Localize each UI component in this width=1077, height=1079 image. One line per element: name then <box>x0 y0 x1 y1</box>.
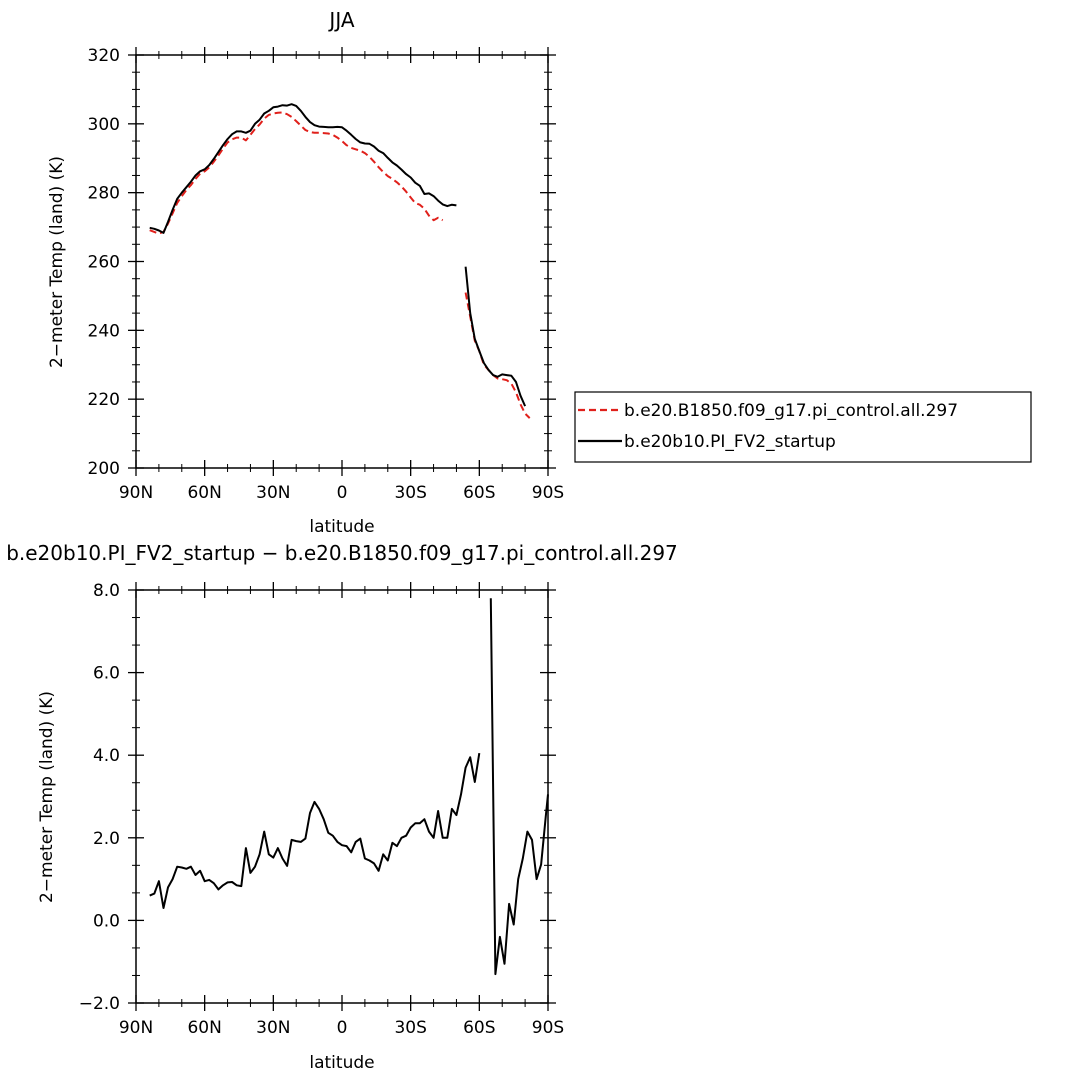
top-panel-ticks <box>128 47 556 476</box>
y-tick-label: 8.0 <box>93 581 120 601</box>
series-0-line-segment-1 <box>489 598 549 976</box>
x-tick-label: 90S <box>532 1018 564 1038</box>
bottom-panel-y-axis-label: 2−meter Temp (land) (K) <box>37 691 57 903</box>
x-tick-label: 90N <box>119 483 153 503</box>
y-tick-label: 2.0 <box>93 829 120 849</box>
bottom-panel-y-tick-labels: −2.0 0.0 2.0 4.0 6.0 8.0 <box>79 581 120 1014</box>
bottom-panel: b.e20b10.PI_FV2_startup − b.e20.B1850.f0… <box>6 541 678 1073</box>
legend: b.e20.B1850.f09_g17.pi_control.all.297 b… <box>574 391 1032 463</box>
series-0-line-segment-1 <box>464 292 531 419</box>
y-tick-label: 260 <box>88 253 120 273</box>
bottom-panel-x-axis-label: latitude <box>309 1053 374 1073</box>
legend-frame <box>574 391 1032 463</box>
top-panel: JJA 90N 60N 30N 0 30S 60S 90S 200 220 240 260 280 3… <box>47 8 564 537</box>
legend-entry-control: b.e20.B1850.f09_g17.pi_control.all.297 <box>624 401 958 421</box>
series-0-line-segment-0 <box>149 752 481 909</box>
y-tick-label: 320 <box>88 46 120 66</box>
y-tick-label: −2.0 <box>79 994 120 1014</box>
x-tick-label: 0 <box>337 1018 348 1038</box>
x-tick-label: 90S <box>532 483 564 503</box>
top-panel-y-tick-labels: 200 220 240 260 280 300 320 <box>88 46 120 479</box>
top-panel-title: JJA <box>327 8 354 32</box>
top-panel-y-axis-label: 2−meter Temp (land) (K) <box>47 156 67 368</box>
bottom-panel-x-tick-labels: 90N 60N 30N 0 30S 60S 90S <box>119 1018 564 1038</box>
x-tick-label: 60N <box>187 1018 221 1038</box>
bottom-panel-title: b.e20b10.PI_FV2_startup − b.e20.B1850.f0… <box>6 541 678 565</box>
x-tick-label: 60S <box>463 1018 495 1038</box>
top-panel-series <box>149 103 531 419</box>
x-tick-label: 30S <box>394 483 426 503</box>
series-0-line-segment-0 <box>149 111 444 235</box>
y-tick-label: 240 <box>88 321 120 341</box>
x-tick-label: 60S <box>463 483 495 503</box>
x-tick-label: 60N <box>187 483 221 503</box>
top-panel-x-axis-label: latitude <box>309 517 374 537</box>
x-tick-label: 30S <box>394 1018 426 1038</box>
top-panel-frame <box>135 54 549 469</box>
x-tick-label: 0 <box>337 483 348 503</box>
series-1-line-segment-1 <box>464 266 527 407</box>
legend-entry-startup: b.e20b10.PI_FV2_startup <box>624 432 836 452</box>
y-tick-label: 280 <box>88 184 120 204</box>
y-tick-label: 6.0 <box>93 664 120 684</box>
series-1-line-segment-0 <box>149 103 457 234</box>
y-tick-label: 0.0 <box>93 911 120 931</box>
bottom-panel-frame <box>135 589 549 1004</box>
y-tick-label: 220 <box>88 390 120 410</box>
x-tick-label: 30N <box>256 1018 290 1038</box>
y-tick-label: 4.0 <box>93 746 120 766</box>
y-tick-label: 300 <box>88 115 120 135</box>
top-panel-x-tick-labels: 90N 60N 30N 0 30S 60S 90S <box>119 483 564 503</box>
y-tick-label: 200 <box>88 459 120 479</box>
bottom-panel-series <box>149 598 549 976</box>
x-tick-label: 30N <box>256 483 290 503</box>
x-tick-label: 90N <box>119 1018 153 1038</box>
